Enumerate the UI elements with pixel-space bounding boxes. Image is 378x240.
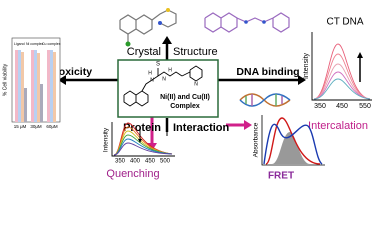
viability-chart-part bbox=[40, 84, 43, 122]
complex-structure-part bbox=[141, 71, 183, 92]
complex-structure-part bbox=[189, 65, 203, 82]
crystal-structure-right-part bbox=[272, 12, 290, 33]
x-tick-label: 350 bbox=[115, 159, 126, 165]
crystal-structure-right-part bbox=[220, 12, 238, 33]
arrows-part bbox=[58, 75, 66, 85]
dna-helix-part bbox=[239, 93, 291, 107]
x-tick-label: 550 bbox=[359, 103, 371, 110]
dna-binding-label: DNA binding bbox=[236, 66, 299, 78]
viability-chart-part bbox=[24, 88, 27, 122]
viability-chart-part bbox=[53, 52, 56, 122]
ct-dna-chart-part bbox=[313, 78, 371, 100]
quenching-chart-part bbox=[113, 138, 173, 156]
crystal-structure-left-part bbox=[158, 21, 162, 25]
dna-helix bbox=[239, 93, 291, 107]
atom-label: H bbox=[148, 70, 152, 76]
quenching-chart-part bbox=[111, 122, 175, 157]
y-axis-label: % Cell viability bbox=[2, 63, 8, 96]
legend-item: Ni complex bbox=[26, 42, 44, 46]
legend-item: Ligand bbox=[14, 42, 25, 46]
fret-chart bbox=[261, 115, 325, 166]
atom-label: N bbox=[162, 76, 166, 82]
viability-chart-part bbox=[18, 50, 21, 122]
complex-structure bbox=[123, 65, 203, 107]
x-tick-label: 30μM bbox=[30, 124, 42, 129]
arrows-part bbox=[244, 120, 252, 130]
complex-label: Complex bbox=[170, 103, 200, 110]
x-tick-label: 60μM bbox=[46, 124, 58, 129]
fret-chart-part bbox=[261, 115, 325, 166]
atom-label: N bbox=[150, 77, 154, 83]
x-tick-label: 15 μM bbox=[14, 124, 27, 129]
crystal-structure-left bbox=[119, 8, 177, 47]
crystal-structure-left-part bbox=[135, 14, 153, 35]
x-tick-label: 500 bbox=[160, 159, 171, 165]
arrows-part bbox=[162, 36, 172, 44]
viability-chart-part bbox=[21, 52, 24, 122]
fret-chart-part bbox=[272, 132, 310, 164]
legend-item: Cu complex bbox=[42, 42, 61, 46]
x-tick-label: 400 bbox=[130, 159, 141, 165]
viability-chart-part bbox=[37, 53, 40, 122]
x-tick-label: 350 bbox=[314, 103, 326, 110]
viability-chart-part bbox=[47, 50, 50, 122]
protein-label: Protein bbox=[123, 122, 161, 134]
viability-chart bbox=[11, 37, 61, 123]
interaction-label: Interaction bbox=[173, 122, 230, 134]
ct-dna-chart-part bbox=[313, 53, 371, 100]
ct-dna-chart-part bbox=[313, 71, 371, 100]
crystal-structure-right-part bbox=[244, 20, 248, 24]
crystal-structure-left-part bbox=[166, 8, 170, 12]
caption: Quenching bbox=[106, 168, 159, 180]
x-tick-label: 450 bbox=[145, 159, 156, 165]
fret-chart-part bbox=[265, 117, 321, 165]
crystal-structure-right bbox=[204, 12, 290, 33]
viability-chart-part bbox=[34, 50, 37, 122]
graphical-abstract: Crystal Structure Cytotoxicity DNA bindi… bbox=[2, 8, 372, 181]
y-axis-label: Intensity bbox=[303, 52, 310, 79]
viability-chart-part bbox=[50, 50, 53, 122]
quenching-chart-part bbox=[113, 142, 173, 156]
y-axis-label: Intensity bbox=[103, 127, 110, 152]
caption: Intercalation bbox=[308, 120, 368, 132]
crystal-structure-right-part bbox=[262, 20, 266, 24]
arrows-part bbox=[298, 75, 306, 85]
fret-chart-part bbox=[263, 123, 323, 165]
caption: FRET bbox=[268, 171, 294, 181]
ct-dna-chart-part bbox=[313, 43, 371, 100]
crystal-label: Crystal bbox=[127, 46, 161, 58]
ct-dna-chart bbox=[311, 32, 372, 101]
viability-chart-part bbox=[31, 50, 34, 122]
atom-label: S bbox=[156, 62, 160, 68]
complex-structure-part bbox=[135, 90, 149, 107]
atom-label: H bbox=[168, 67, 172, 73]
complex-structure-part bbox=[181, 71, 191, 77]
quenching-chart bbox=[111, 122, 175, 157]
crystal-structure-left-part bbox=[151, 9, 177, 28]
ct-dna-chart-part bbox=[357, 52, 363, 58]
atom-label: N bbox=[194, 81, 198, 87]
viability-chart-part bbox=[15, 50, 18, 122]
complex-label: Ni(II) and Cu(II) bbox=[160, 94, 210, 101]
chart-title: CT DNA bbox=[326, 17, 363, 28]
crystal-structure-left-part bbox=[125, 41, 131, 47]
quenching-chart-part bbox=[138, 139, 142, 143]
y-axis-label: Absorbance bbox=[253, 122, 260, 157]
structure-label: Structure bbox=[173, 46, 218, 58]
x-tick-label: 450 bbox=[336, 103, 348, 110]
ct-dna-chart-part bbox=[313, 63, 371, 100]
ct-dna-chart-part bbox=[311, 32, 372, 101]
crystal-structure-right-part bbox=[236, 17, 274, 23]
